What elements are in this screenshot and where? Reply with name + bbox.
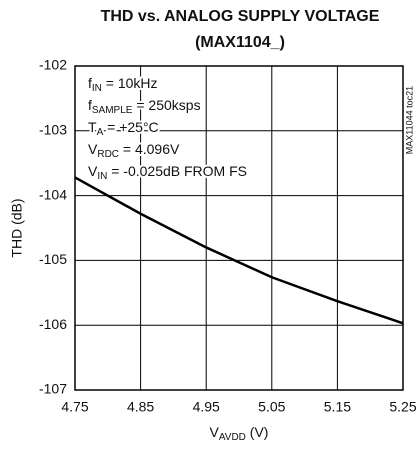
annotation-rest: = 4.096V: [119, 141, 180, 157]
annotation-sub: IN: [92, 83, 102, 94]
x-axis-label-rest: (V): [246, 424, 269, 440]
side-label: MAX11044 toc21: [404, 86, 414, 154]
x-axis-label-sub: AVDD: [219, 432, 246, 443]
annotation-sub: RDC: [97, 149, 119, 160]
y-tick-label: -104: [39, 186, 67, 202]
annotation-main: f: [88, 97, 92, 113]
x-tick-label: 5.15: [324, 399, 351, 415]
annotation: TA = +25°C: [88, 119, 159, 138]
annotation-main: V: [88, 163, 98, 179]
chart-title: THD vs. ANALOG SUPPLY VOLTAGE: [101, 8, 380, 25]
data-line: [74, 176, 404, 325]
x-axis-label-main: V: [210, 424, 220, 440]
plot-frame: [74, 65, 404, 391]
x-tick-label: 4.95: [193, 399, 220, 415]
annotation-main: T: [88, 119, 97, 135]
x-tick-label: 4.75: [61, 399, 88, 415]
annotation-rest: = +25°C: [103, 119, 158, 135]
chart-title: (MAX1104_): [195, 34, 285, 51]
annotation-sub: IN: [97, 171, 107, 182]
annotation-main: f: [88, 75, 92, 91]
annotation: fSAMPLE = 250ksps: [88, 97, 201, 116]
annotation-sub: A: [97, 127, 104, 138]
y-tick-label: -105: [39, 251, 67, 267]
x-tick-label: 4.85: [127, 399, 154, 415]
x-tick-label: 5.05: [258, 399, 285, 415]
y-tick-label: -107: [39, 381, 67, 397]
y-tick-label: -102: [39, 57, 67, 73]
annotation: VRDC = 4.096V: [88, 141, 180, 160]
annotation-sub: SAMPLE: [92, 105, 133, 116]
annotation-rest: = 10kHz: [102, 75, 158, 91]
x-tick-label: 5.25: [389, 399, 416, 415]
y-tick-label: -106: [39, 316, 67, 332]
annotation-rest: = -0.025dB FROM FS: [107, 163, 247, 179]
annotation-main: V: [88, 141, 98, 157]
y-axis-label: THD (dB): [9, 198, 25, 257]
annotation: VIN = -0.025dB FROM FS: [88, 163, 247, 182]
y-tick-label: -103: [39, 122, 67, 138]
annotation: fIN = 10kHz: [88, 75, 158, 94]
x-axis-label: VAVDD (V): [210, 424, 269, 443]
annotation-rest: = 250ksps: [132, 97, 200, 113]
